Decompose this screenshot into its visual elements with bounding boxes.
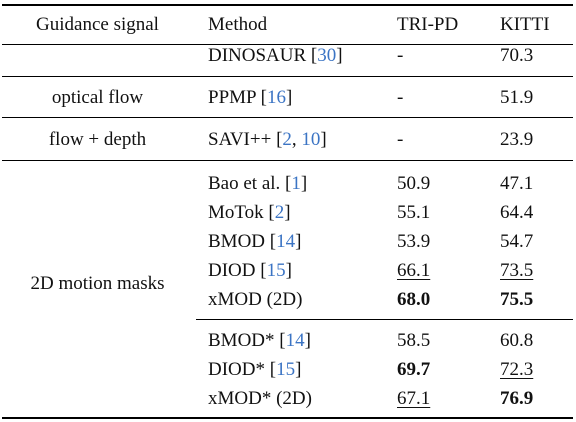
citation-link[interactable]: 10 <box>301 129 321 150</box>
tri-pd-value: - <box>397 45 404 66</box>
method-cell: PPMP [16] <box>208 87 293 108</box>
citation-link[interactable]: 15 <box>266 260 286 281</box>
group-rule <box>2 76 573 77</box>
group-rule <box>2 117 573 118</box>
method-cell: xMOD (2D) <box>208 289 303 310</box>
tri-pd-value: 50.9 <box>397 173 431 194</box>
guidance-signal-label: flow + depth <box>48 129 147 150</box>
top-rule <box>2 4 573 6</box>
method-cell: Bao et al. [1] <box>208 173 308 194</box>
tri-pd-value: 69.7 <box>397 359 431 380</box>
kitti-value: 60.8 <box>500 330 534 351</box>
method-cell: DINOSAUR [30] <box>208 45 343 66</box>
method-cell: MoTok [2] <box>208 202 291 223</box>
kitti-value: 72.3 <box>500 359 534 380</box>
kitti-value: 70.3 <box>500 45 534 66</box>
citation-link[interactable]: 30 <box>317 45 337 66</box>
kitti-value: 76.9 <box>500 388 534 409</box>
header-method: Method <box>208 14 268 35</box>
kitti-value: 47.1 <box>500 173 534 194</box>
method-cell: BMOD* [14] <box>208 330 311 351</box>
method-cell: SAVI++ [2, 10] <box>208 129 327 150</box>
method-cell: DIOD* [15] <box>208 359 302 380</box>
tri-pd-value: 58.5 <box>397 330 431 351</box>
citation-link[interactable]: 14 <box>276 231 296 252</box>
guidance-signal-label: optical flow <box>51 87 144 108</box>
kitti-value: 64.4 <box>500 202 534 223</box>
tri-pd-value: 55.1 <box>397 202 431 223</box>
kitti-value: 73.5 <box>500 260 534 281</box>
tri-pd-value: 66.1 <box>397 260 431 281</box>
header-rule <box>2 44 573 45</box>
tri-pd-value: - <box>397 129 404 150</box>
citation-link[interactable]: 2 <box>282 129 292 150</box>
citation-link[interactable]: 14 <box>285 330 305 351</box>
kitti-value: 54.7 <box>500 231 534 252</box>
bottom-rule <box>2 417 573 419</box>
kitti-value: 23.9 <box>500 129 534 150</box>
tri-pd-value: 67.1 <box>397 388 431 409</box>
header-tri-pd: TRI-PD <box>397 14 459 35</box>
header-guidance-signal: Guidance signal <box>36 14 159 35</box>
citation-link[interactable]: 1 <box>291 173 301 194</box>
kitti-value: 75.5 <box>500 289 534 310</box>
group-rule <box>2 160 573 161</box>
kitti-value: 51.9 <box>500 87 534 108</box>
method-cell: xMOD* (2D) <box>208 388 312 409</box>
citation-link[interactable]: 2 <box>274 202 285 223</box>
tri-pd-value: 68.0 <box>397 289 431 310</box>
method-cell: BMOD [14] <box>208 231 302 252</box>
header-kitti: KITTI <box>500 14 550 35</box>
method-cell: DIOD [15] <box>208 260 292 281</box>
tri-pd-value: - <box>397 87 404 108</box>
tri-pd-value: 53.9 <box>397 231 431 252</box>
citation-link[interactable]: 16 <box>266 87 286 108</box>
subgroup-rule <box>196 319 573 320</box>
citation-link[interactable]: 15 <box>276 359 296 380</box>
guidance-signal-label: 2D motion masks <box>30 273 165 294</box>
